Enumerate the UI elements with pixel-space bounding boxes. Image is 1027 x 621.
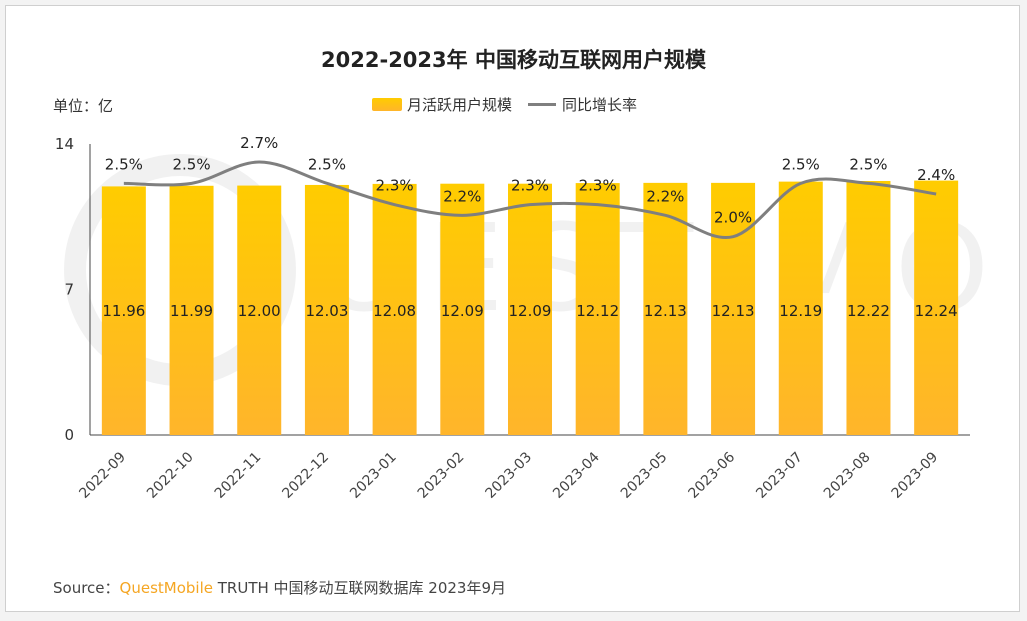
x-tick-label: 2022-11 [212, 449, 265, 502]
x-tick-label: 2022-09 [76, 449, 129, 502]
bar-value-label: 12.03 [305, 302, 348, 320]
x-tick-label: 2023-07 [753, 449, 806, 502]
bar [508, 183, 552, 435]
y-tick-label: 0 [64, 426, 74, 444]
legend-bar-swatch [372, 98, 402, 111]
bar-value-label: 12.24 [915, 302, 958, 320]
growth-rate-label: 2.0% [714, 209, 752, 227]
bar [237, 185, 282, 435]
x-tick-label: 2022-10 [144, 449, 197, 502]
growth-rate-label: 2.5% [849, 155, 887, 173]
bar-value-label: 12.12 [576, 302, 619, 320]
source-brand: QuestMobile [119, 579, 213, 597]
bar [846, 180, 891, 435]
unit-label: 单位：亿 [53, 97, 114, 115]
source-suffix: TRUTH 中国移动互联网数据库 2023年9月 [212, 579, 507, 597]
growth-rate-label: 2.4% [917, 166, 955, 184]
x-tick-label: 2023-06 [686, 449, 739, 502]
growth-rate-label: 2.3% [579, 177, 617, 195]
bar [440, 183, 485, 435]
growth-rate-label: 2.5% [105, 155, 143, 173]
bar [169, 185, 214, 435]
growth-rate-label: 2.7% [240, 134, 278, 152]
bar [101, 186, 146, 435]
bar-value-label: 12.22 [847, 302, 890, 320]
growth-rate-label: 2.5% [308, 155, 346, 173]
source-prefix: Source： [53, 579, 120, 597]
bar-value-label: 12.09 [441, 302, 484, 320]
x-tick-label: 2023-05 [618, 449, 671, 502]
x-tick-label: 2023-02 [415, 449, 468, 502]
growth-rate-label: 2.5% [172, 155, 210, 173]
legend-bar-label: 月活跃用户规模 [407, 96, 513, 114]
bar [643, 182, 688, 435]
legend-line-label: 同比增长率 [562, 96, 638, 114]
y-tick-label: 14 [55, 135, 74, 153]
bar [778, 181, 823, 435]
growth-rate-label: 2.2% [646, 187, 684, 205]
x-tick-label: 2022-12 [279, 449, 332, 502]
bar [575, 183, 620, 435]
bar [711, 182, 756, 435]
legend-line-swatch [528, 103, 557, 106]
x-tick-label: 2023-08 [821, 449, 874, 502]
bar-value-label: 11.96 [102, 302, 145, 320]
growth-rate-label: 2.3% [511, 177, 549, 195]
bar-value-label: 12.00 [238, 302, 281, 320]
bar-value-label: 12.13 [644, 302, 687, 320]
bar-value-label: 12.09 [509, 302, 552, 320]
x-tick-label: 2023-01 [347, 449, 400, 502]
bar-value-label: 12.19 [779, 302, 822, 320]
growth-rate-label: 2.3% [376, 177, 414, 195]
bar-value-label: 12.08 [373, 302, 416, 320]
growth-rate-label: 2.2% [443, 187, 481, 205]
source-note: Source：QuestMobile TRUTH 中国移动互联网数据库 2023… [53, 577, 506, 598]
x-tick-label: 2023-04 [550, 449, 603, 502]
x-tick-label: 2023-03 [482, 449, 535, 502]
bar-value-label: 12.13 [712, 302, 755, 320]
y-tick-label: 7 [64, 281, 74, 299]
x-tick-label: 2023-09 [889, 449, 942, 502]
bar [914, 180, 959, 435]
bar [304, 184, 349, 435]
growth-rate-label: 2.5% [782, 155, 820, 173]
bar-value-label: 11.99 [170, 302, 213, 320]
bar [372, 183, 417, 435]
legend: 月活跃用户规模 同比增长率 [372, 94, 637, 115]
chart-title: 2022-2023年 中国移动互联网用户规模 [321, 48, 706, 72]
